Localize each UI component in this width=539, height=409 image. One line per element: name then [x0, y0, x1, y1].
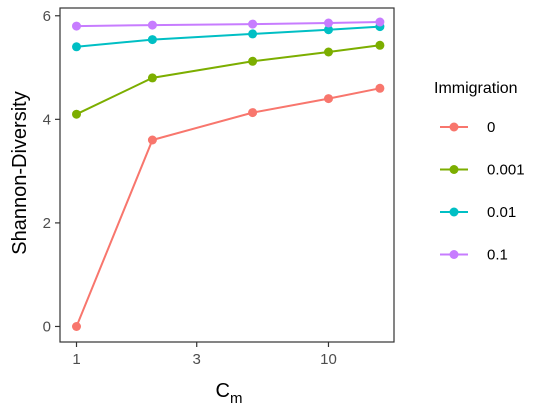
series-2-point-0 — [72, 42, 81, 52]
panel-border — [59, 7, 395, 343]
series-line-2 — [76, 25, 380, 48]
x-tick-label-2: 10 — [320, 351, 337, 368]
series-3-point-3 — [324, 18, 333, 28]
series-1-point-2 — [248, 56, 258, 66]
x-axis: 1 3 10 — [72, 342, 337, 368]
legend-label-3: 0.1 — [487, 247, 508, 264]
series-1-point-4 — [375, 40, 385, 50]
series-1-point-3 — [324, 47, 333, 57]
y-tick-label-2: 4 — [43, 111, 51, 128]
series-0-point-4 — [375, 83, 385, 93]
series-3-point-1 — [147, 20, 157, 30]
y-tick-label-3: 6 — [43, 8, 51, 25]
series-3-point-4 — [375, 17, 385, 27]
y-axis-title: Shannon-Diversity — [9, 91, 31, 254]
series-line-3 — [76, 21, 380, 28]
series-0-point-3 — [324, 94, 333, 104]
y-tick-label-1: 2 — [43, 215, 51, 232]
legend-label-0: 0 — [487, 119, 495, 136]
legend: Immigration 0 0.001 0.01 0.1 — [434, 80, 525, 264]
y-tick-label-0: 0 — [43, 318, 51, 335]
series-1-point-0 — [72, 109, 81, 119]
x-tick-label-1: 3 — [193, 351, 201, 368]
series-3-point-2 — [248, 19, 258, 29]
series-2-point-3 — [324, 25, 333, 35]
series-line-1 — [76, 44, 381, 116]
series-2-point-2 — [248, 29, 258, 39]
x-axis-title-main: C — [216, 380, 230, 402]
legend-key-point-1 — [449, 165, 459, 174]
legend-label-1: 0.001 — [487, 162, 525, 179]
series-1-point-1 — [147, 73, 157, 83]
legend-key-point-0 — [449, 122, 459, 132]
series-0-point-1 — [147, 135, 157, 145]
series-2-point-1 — [147, 35, 157, 45]
legend-key-point-3 — [449, 250, 459, 259]
legend-label-2: 0.01 — [487, 204, 516, 221]
legend-title: Immigration — [434, 80, 518, 97]
y-axis: 0 2 4 6 — [43, 8, 60, 335]
legend-key-point-2 — [449, 207, 459, 217]
series-0-point-0 — [72, 322, 81, 331]
series-3-point-0 — [72, 21, 81, 31]
series-line-0 — [75, 87, 381, 327]
series-0-point-2 — [248, 108, 258, 118]
x-axis-title: Cm — [216, 380, 243, 407]
plot-area — [59, 7, 395, 343]
x-axis-title-subscript: m — [230, 390, 243, 407]
x-tick-label-0: 1 — [72, 351, 80, 368]
